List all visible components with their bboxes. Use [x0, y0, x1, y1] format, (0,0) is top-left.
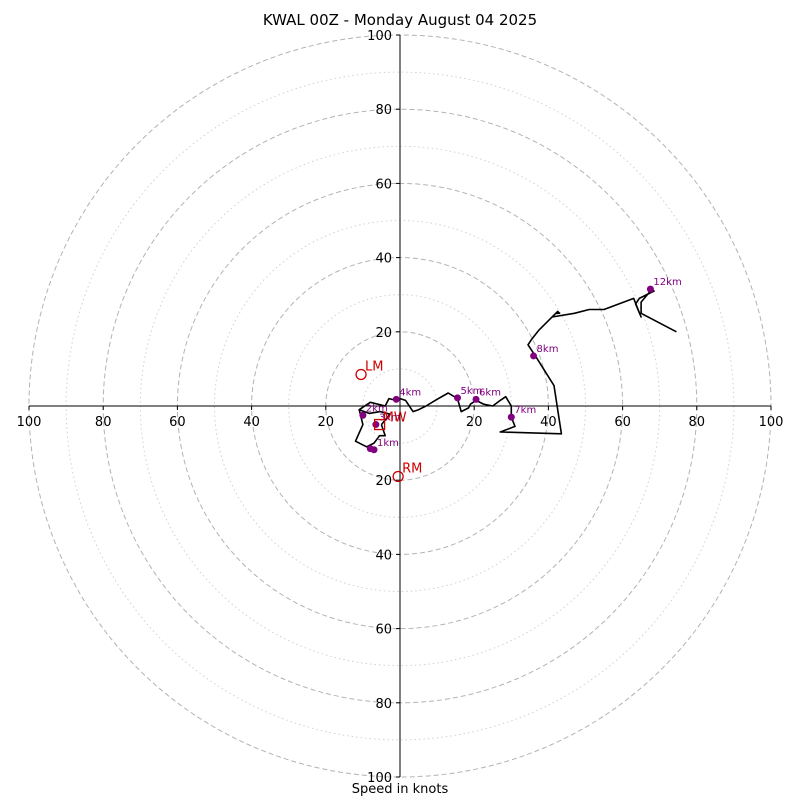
height-marker	[530, 352, 538, 360]
y-tick-label: 40	[375, 252, 392, 267]
tick-labels: 100 100 80 80 60 60 40 40 20 20 20 20 40 40 60 60 80 80 10…	[17, 29, 784, 786]
left-mover-marker	[355, 368, 367, 381]
y-tick-label: 80	[375, 103, 392, 118]
height-marker-label: 5km	[461, 386, 483, 397]
x-tick-label: 40	[243, 415, 260, 430]
x-tick-label: 20	[318, 415, 335, 430]
x-tick-label: 100	[17, 415, 42, 430]
height-marker-label: 1km	[377, 438, 399, 449]
height-marker	[370, 446, 378, 454]
y-tick-label: 20	[375, 474, 392, 489]
mean-wind-label: MW	[383, 411, 407, 426]
x-tick-label: 100	[759, 415, 784, 430]
y-tick-label: 100	[367, 29, 392, 44]
y-tick-label: 20	[375, 326, 392, 341]
mean-wind-marker	[373, 418, 386, 431]
height-marker	[507, 413, 515, 421]
height-marker-label: 7km	[514, 405, 536, 416]
height-marker	[646, 285, 654, 293]
height-marker-label: 4km	[399, 387, 421, 398]
x-tick-label: 40	[540, 415, 557, 430]
height-marker	[392, 395, 400, 403]
height-marker	[359, 411, 367, 419]
height-marker-label: 6km	[479, 387, 501, 398]
x-tick-label: 80	[95, 415, 112, 430]
height-marker-label: 2km	[366, 403, 388, 414]
height-marker	[454, 394, 462, 402]
hodograph-low-level-line	[354, 409, 387, 448]
storm-motion-markers: LM RM MW	[355, 359, 422, 483]
left-mover-label: LM	[365, 359, 383, 374]
y-tick-label: 60	[375, 623, 392, 638]
chart-title: KWAL 00Z - Monday August 04 2025	[262, 11, 538, 29]
x-axis-label: Speed in knots	[351, 782, 449, 797]
y-tick-label: 100	[367, 771, 392, 786]
height-marker-label: 3km	[379, 413, 401, 424]
height-marker	[472, 395, 480, 403]
axes	[29, 35, 771, 777]
height-marker-label: 8km	[537, 344, 559, 355]
x-tick-label: 80	[689, 415, 706, 430]
x-tick-label: 60	[169, 415, 186, 430]
height-marker-label: 12km	[653, 277, 681, 288]
right-mover-label: RM	[402, 461, 422, 476]
y-tick-label: 40	[375, 548, 392, 563]
y-tick-label: 80	[375, 697, 392, 712]
right-mover-marker	[392, 470, 404, 483]
x-tick-label: 20	[466, 415, 483, 430]
y-tick-label: 60	[375, 177, 392, 192]
x-tick-label: 60	[614, 415, 631, 430]
